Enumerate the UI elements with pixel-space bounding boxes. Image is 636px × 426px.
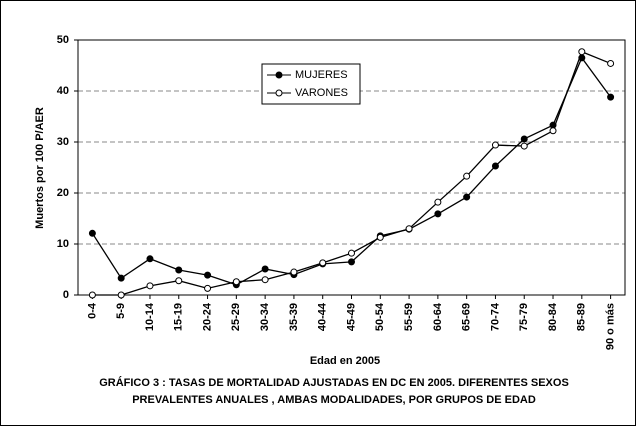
data-point xyxy=(88,291,96,299)
data-point xyxy=(348,249,355,257)
x-tick-label: 15-19 xyxy=(173,303,185,331)
data-point xyxy=(463,193,471,201)
data-point xyxy=(175,277,183,285)
y-tick-label: 10 xyxy=(57,238,69,250)
legend-marker xyxy=(275,71,283,79)
data-point xyxy=(434,198,442,206)
x-tick-label: 5-9 xyxy=(115,303,127,319)
y-tick-label: 30 xyxy=(57,136,69,148)
data-point xyxy=(117,291,125,299)
x-tick-label: 30-34 xyxy=(259,302,271,331)
legend-label: VARONES xyxy=(295,87,348,99)
y-tick-label: 20 xyxy=(57,187,69,199)
caption-line: PREVALENTES ANUALES , AMBAS MODALIDADES,… xyxy=(132,394,536,406)
x-tick-label: 55-59 xyxy=(403,303,415,331)
x-axis-label: Edad en 2005 xyxy=(310,355,380,367)
caption-line: GRÁFICO 3 : TASAS DE MORTALIDAD AJUSTADA… xyxy=(99,376,569,389)
x-tick-label: 10-14 xyxy=(144,302,156,331)
x-tick-label: 0-4 xyxy=(86,302,98,319)
x-tick-label: 90 o más xyxy=(605,303,617,350)
x-tick-label: 25-29 xyxy=(230,303,242,331)
x-tick-label: 40-44 xyxy=(317,302,329,331)
x-tick-label: 35-39 xyxy=(288,303,300,331)
y-tick-label: 40 xyxy=(57,85,69,97)
data-point xyxy=(405,225,413,233)
data-point xyxy=(146,282,154,290)
data-point xyxy=(146,255,154,263)
data-point xyxy=(491,162,499,170)
data-point xyxy=(117,274,125,282)
x-tick-label: 70-74 xyxy=(489,302,501,331)
data-point xyxy=(520,135,528,143)
x-tick-label: 20-24 xyxy=(201,302,213,331)
data-point xyxy=(607,59,615,67)
data-point xyxy=(348,258,355,266)
data-point xyxy=(261,276,269,284)
data-point xyxy=(607,93,615,101)
data-point xyxy=(463,172,471,180)
x-tick-label: 50-54 xyxy=(374,302,386,331)
data-point xyxy=(376,233,384,241)
legend-label: MUJERES xyxy=(295,69,348,81)
data-point xyxy=(520,142,528,150)
data-point xyxy=(290,268,298,276)
data-point xyxy=(491,141,499,149)
data-point xyxy=(232,278,240,286)
legend-box xyxy=(261,63,361,105)
x-tick-label: 45-49 xyxy=(345,303,357,331)
x-tick-label: 65-69 xyxy=(461,303,473,331)
data-point xyxy=(88,229,96,237)
x-tick-label: 80-84 xyxy=(547,302,559,331)
x-tick-label: 60-64 xyxy=(432,302,444,331)
data-point xyxy=(578,48,586,56)
x-tick-label: 75-79 xyxy=(518,303,530,331)
y-tick-label: 0 xyxy=(63,289,69,301)
data-point xyxy=(319,259,327,267)
data-point xyxy=(261,265,269,273)
y-tick-label: 50 xyxy=(57,34,69,46)
data-point xyxy=(204,271,212,279)
legend-marker xyxy=(275,89,283,97)
x-tick-label: 85-89 xyxy=(576,303,588,331)
data-point xyxy=(434,210,442,218)
data-point xyxy=(549,127,557,135)
y-axis-label: Muertos por 100 P/AER xyxy=(34,107,46,229)
data-point xyxy=(204,284,212,292)
data-point xyxy=(175,266,183,274)
